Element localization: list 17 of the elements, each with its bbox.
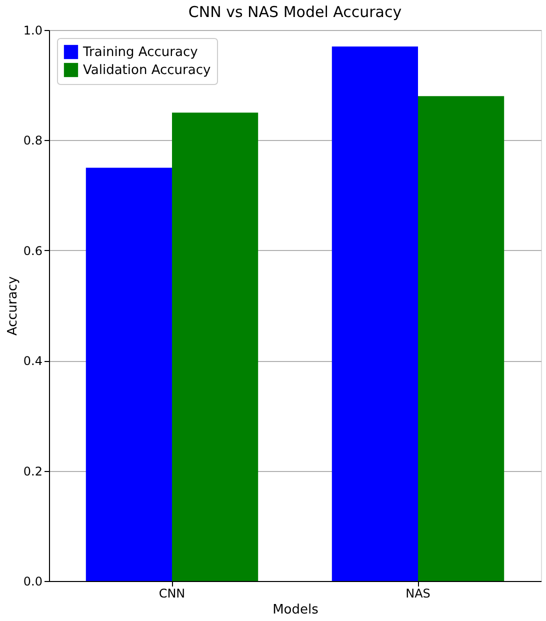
legend-label: Validation Accuracy [83,63,211,78]
bar [86,168,172,581]
x-tick-label: NAS [406,586,430,600]
y-tick-label: 0.6 [23,244,42,258]
x-tick-label: CNN [158,586,186,600]
bar [172,112,258,581]
y-tick-label: 0.8 [23,134,42,148]
bar [418,96,504,581]
y-tick-label: 0.4 [23,354,42,368]
bar [332,46,418,581]
chart-title: CNN vs NAS Model Accuracy [188,3,402,21]
y-axis-title: Accuracy [5,276,20,336]
y-tick-label: 0.0 [23,574,42,588]
y-tick-label: 1.0 [23,24,42,38]
y-tick-label: 0.2 [23,464,42,478]
legend-label: Training Accuracy [82,45,198,60]
x-axis-title: Models [272,602,319,618]
